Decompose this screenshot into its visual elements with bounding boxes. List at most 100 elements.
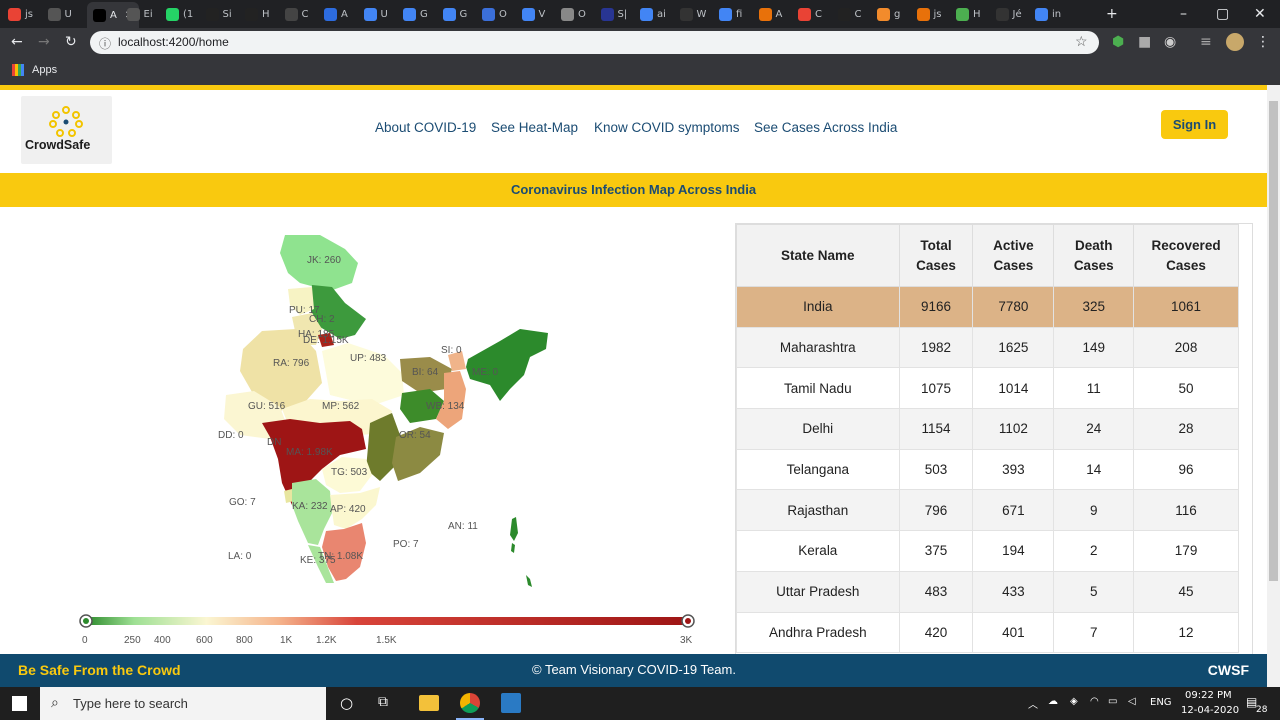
battery-icon[interactable]: ▭	[1108, 696, 1118, 707]
new-tab-icon[interactable]: +	[1106, 6, 1118, 22]
browser-tab[interactable]: H	[245, 4, 270, 24]
sign-in-button[interactable]: Sign In	[1161, 110, 1228, 139]
tab-favicon	[284, 7, 298, 21]
menu-dots-icon[interactable]: ⋮	[1256, 34, 1270, 50]
browser-tab[interactable]: S|	[600, 4, 627, 24]
wifi-icon[interactable]: ◠	[1090, 696, 1099, 707]
info-icon[interactable]: ⓘ	[99, 37, 112, 51]
page-scrollbar[interactable]	[1267, 85, 1280, 687]
table-row[interactable]: Kerala 375 194 2 179	[736, 530, 1239, 572]
browser-tab[interactable]: C	[798, 4, 822, 24]
shield-extension-icon[interactable]: ⬢	[1112, 34, 1125, 50]
forward-icon[interactable]: →	[38, 34, 50, 50]
tab-title: G	[459, 8, 468, 20]
browser-tab[interactable]: Ei	[126, 4, 153, 24]
back-icon[interactable]: ←	[11, 34, 23, 50]
browser-tab[interactable]: G	[403, 4, 428, 24]
browser-tab[interactable]: C	[837, 4, 861, 24]
browser-tab[interactable]: U	[47, 4, 72, 24]
maximize-icon[interactable]: ▢	[1216, 6, 1230, 22]
browser-tab[interactable]: C	[284, 4, 308, 24]
browser-tab[interactable]: Si	[205, 4, 232, 24]
table-row[interactable]: Rajasthan 796 671 9 116	[736, 489, 1239, 532]
nav-cases-india[interactable]: See Cases Across India	[754, 120, 898, 135]
region-tn	[322, 523, 366, 581]
browser-tab[interactable]: A	[324, 4, 348, 24]
browser-tab[interactable]: W	[679, 4, 706, 24]
onedrive-icon[interactable]: ☁	[1048, 696, 1058, 707]
tab-favicon	[837, 7, 851, 21]
reload-icon[interactable]: ↻	[65, 34, 77, 50]
table-cell: 28	[1133, 408, 1239, 450]
browser-tab[interactable]: js	[8, 4, 33, 24]
browser-tab[interactable]: O	[482, 4, 507, 24]
task-view-icon[interactable]: ⧉	[378, 694, 388, 710]
nav-symptoms[interactable]: Know COVID symptoms	[594, 120, 740, 135]
clock-date[interactable]: 12-04-2020	[1181, 705, 1240, 716]
table-header-cell[interactable]: State Name	[736, 224, 900, 287]
extension-icon[interactable]: ■	[1138, 34, 1152, 50]
windows-start-icon[interactable]	[12, 696, 27, 711]
chrome-icon[interactable]	[460, 693, 480, 713]
bookmark-star-icon[interactable]: ☆	[1075, 33, 1088, 49]
volume-icon[interactable]: ◁	[1128, 696, 1136, 707]
browser-tab[interactable]: H	[956, 4, 981, 24]
dropbox-icon[interactable]: ◈	[1070, 696, 1078, 707]
nav-heat-map[interactable]: See Heat-Map	[491, 120, 579, 135]
table-header-cell[interactable]: Active Cases	[972, 224, 1055, 287]
table-cell: 2	[1053, 530, 1135, 572]
region-ma	[262, 419, 366, 505]
table-cell: Telangana	[736, 448, 900, 491]
language-indicator[interactable]: ENG	[1150, 697, 1172, 708]
browser-tab[interactable]: A	[758, 4, 782, 24]
browser-tab[interactable]: ai	[640, 4, 666, 24]
browser-tab[interactable]: (1	[166, 4, 193, 24]
map-svg[interactable]	[0, 223, 730, 663]
table-header-cell[interactable]: Recovered Cases	[1133, 224, 1239, 287]
browser-tab[interactable]: V	[521, 4, 545, 24]
close-window-icon[interactable]: ✕	[1254, 6, 1266, 22]
nav-about-covid[interactable]: About COVID-19	[375, 120, 477, 135]
browser-tab[interactable]: U	[363, 4, 388, 24]
table-cell: 1014	[972, 367, 1055, 410]
file-explorer-icon[interactable]	[419, 695, 439, 711]
tab-favicon	[995, 7, 1009, 21]
table-row[interactable]: Andhra Pradesh 420 401 7 12	[736, 611, 1239, 654]
apps-bookmark[interactable]: Apps	[32, 64, 58, 76]
browser-tab[interactable]: js	[916, 4, 942, 24]
reading-list-icon[interactable]: ≡	[1200, 34, 1212, 50]
minimize-icon[interactable]: –	[1180, 6, 1187, 22]
table-cell: 149	[1053, 326, 1135, 369]
browser-tab[interactable]: G	[442, 4, 468, 24]
page-scroll-thumb[interactable]	[1269, 101, 1278, 581]
table-row[interactable]: Telangana 503 393 14 96	[736, 448, 1239, 491]
notification-icon[interactable]: ▤	[1246, 695, 1258, 709]
india-heat-map[interactable]: JK: 260 PU: 17 CH: 2 HA: 185 DE: 1.15K UP: 48…	[0, 223, 730, 663]
region-go	[284, 489, 294, 503]
tab-title: C	[815, 8, 822, 20]
browser-tab[interactable]: O	[561, 4, 586, 24]
table-row[interactable]: Tamil Nadu 1075 1014 11 50	[736, 367, 1239, 410]
clock-time[interactable]: 09:22 PM	[1185, 690, 1232, 701]
vscode-icon[interactable]	[501, 693, 521, 713]
table-row[interactable]: India 9166 7780 325 1061	[736, 286, 1239, 328]
profile-avatar[interactable]	[1226, 33, 1244, 51]
extension-circle-icon[interactable]: ◉	[1164, 34, 1177, 50]
table-cell: Delhi	[736, 408, 900, 450]
taskbar-search[interactable]: ⌕ Type here to search	[40, 687, 326, 720]
tray-chevron-icon[interactable]: ︿	[1028, 700, 1038, 711]
browser-tab[interactable]: g	[877, 4, 900, 24]
browser-tab[interactable]: fi	[719, 4, 742, 24]
table-cell: 503	[898, 448, 974, 491]
table-row[interactable]: Delhi 1154 1102 24 28	[736, 408, 1239, 450]
cortana-icon[interactable]: ○	[340, 694, 354, 712]
site-logo[interactable]: CrowdSafe	[21, 96, 112, 164]
browser-tab[interactable]: in	[1035, 4, 1061, 24]
browser-tab[interactable]: Jé	[995, 4, 1022, 24]
table-row[interactable]: Maharashtra 1982 1625 149 208	[736, 326, 1239, 369]
cases-table-container[interactable]: State Name Total Cases Active Cases Death C…	[735, 223, 1253, 687]
table-header-cell[interactable]: Death Cases	[1053, 224, 1135, 287]
address-bar[interactable]: ⓘ localhost:4200/home ☆	[90, 31, 1099, 54]
table-header-cell[interactable]: Total Cases	[898, 224, 974, 287]
table-row[interactable]: Uttar Pradesh 483 433 5 45	[736, 570, 1239, 613]
